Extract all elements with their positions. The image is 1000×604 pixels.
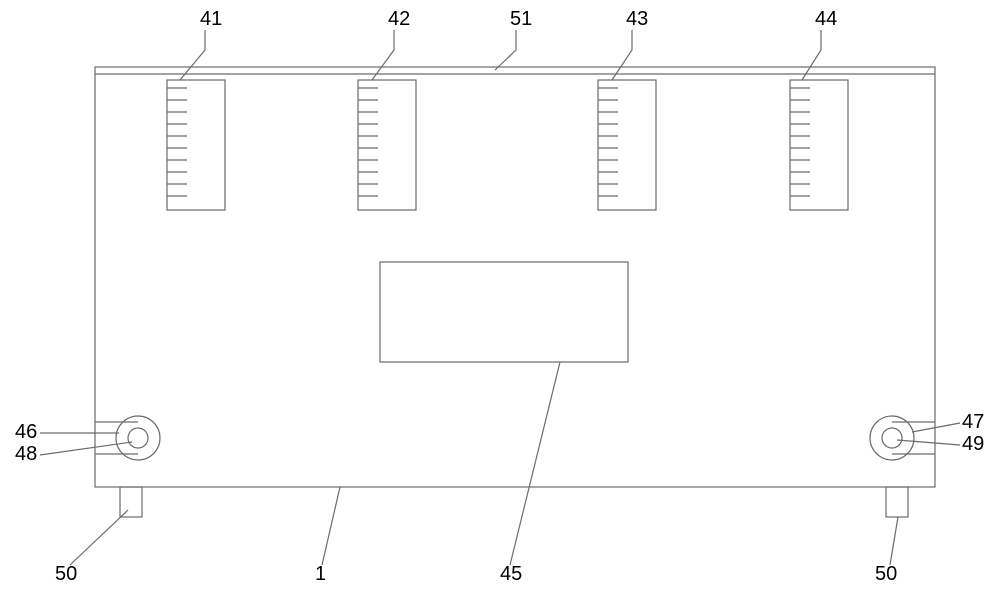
lead-50L <box>70 510 128 565</box>
label-41: 41 <box>200 8 222 30</box>
wheel-right-inner <box>882 428 902 448</box>
label-43: 43 <box>626 8 648 30</box>
engineering-diagram: 1 41 42 43 44 45 46 47 48 49 51 50 50 <box>0 0 1000 604</box>
lead-1 <box>322 487 340 565</box>
lead-42 <box>372 30 394 80</box>
lead-49 <box>897 440 960 445</box>
lead-47 <box>912 423 960 432</box>
label-51: 51 <box>510 8 532 30</box>
lead-43 <box>612 30 632 80</box>
label-48: 48 <box>15 443 37 465</box>
label-50L: 50 <box>55 563 77 585</box>
label-47: 47 <box>962 411 984 433</box>
label-1: 1 <box>315 563 326 585</box>
label-44: 44 <box>815 8 837 30</box>
label-42: 42 <box>388 8 410 30</box>
wheel-left-inner <box>128 428 148 448</box>
label-46: 46 <box>15 421 37 443</box>
label-45: 45 <box>500 563 522 585</box>
center-panel <box>380 262 628 362</box>
foot-left <box>120 487 142 517</box>
label-49: 49 <box>962 433 984 455</box>
lead-51 <box>495 30 516 70</box>
lead-41 <box>180 30 205 80</box>
foot-right <box>886 487 908 517</box>
lead-45 <box>510 362 560 565</box>
lead-50R <box>890 517 898 565</box>
lead-44 <box>802 30 821 80</box>
main-body <box>95 67 935 487</box>
label-50R: 50 <box>875 563 897 585</box>
